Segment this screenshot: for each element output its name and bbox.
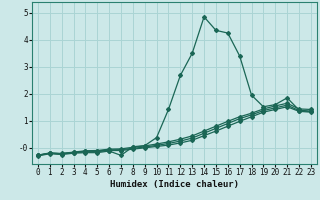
X-axis label: Humidex (Indice chaleur): Humidex (Indice chaleur) bbox=[110, 180, 239, 189]
